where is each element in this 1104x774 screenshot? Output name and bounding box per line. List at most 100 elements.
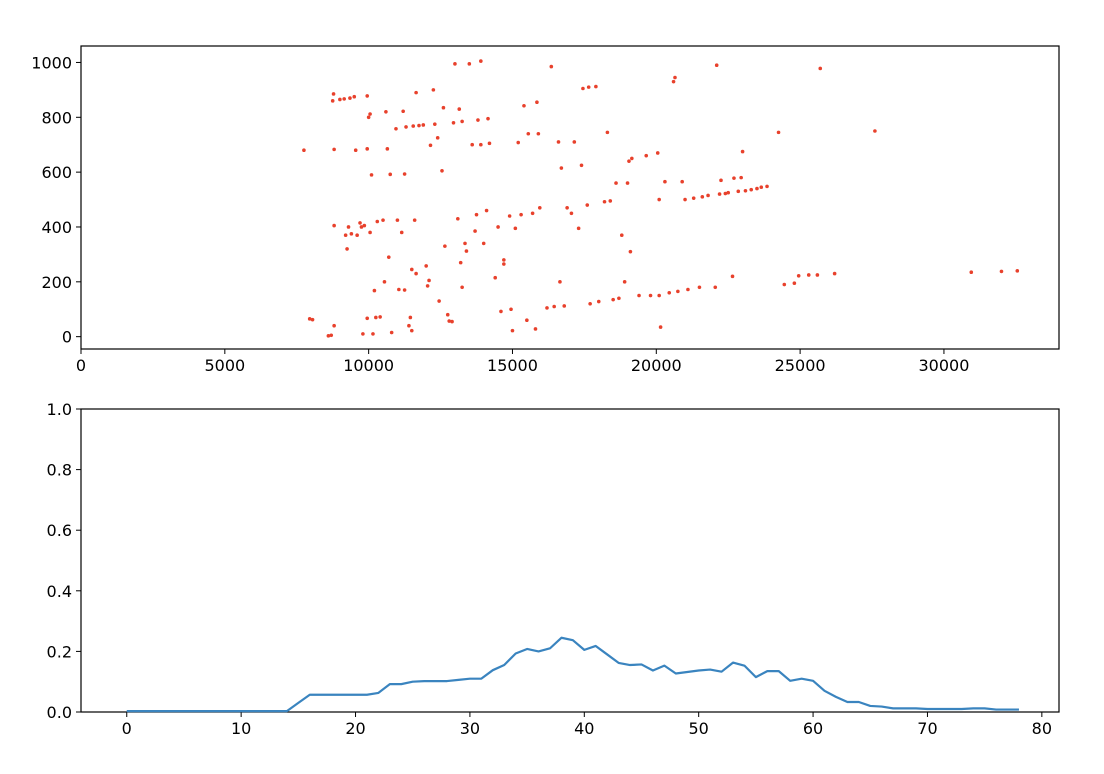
scatter-point (302, 148, 306, 152)
scatter-point (329, 333, 334, 338)
x-tick-label: 10 (231, 719, 251, 738)
scatter-point (464, 249, 469, 253)
scatter-point (365, 94, 370, 98)
scatter-point (637, 293, 641, 298)
scatter-point (458, 260, 463, 265)
scatter-point (435, 136, 440, 140)
scatter-point (617, 296, 621, 301)
scatter-point (409, 267, 414, 272)
scatter-point (366, 115, 371, 120)
scatter-point (526, 131, 531, 136)
scatter-point (412, 218, 417, 222)
scatter-point (697, 285, 702, 290)
scatter-point (537, 205, 542, 210)
scatter-point (496, 225, 500, 229)
scatter-point (397, 287, 401, 292)
scatter-point (818, 66, 823, 71)
scatter-point (522, 103, 526, 108)
scatter-point (463, 241, 467, 246)
scatter-point (667, 290, 672, 295)
scatter-point (368, 112, 372, 116)
scatter-point (648, 293, 653, 298)
scatter-point (414, 271, 418, 276)
scatter-point (375, 219, 380, 224)
scatter-point (736, 189, 741, 194)
scatter-point (385, 147, 390, 151)
scatter-plot-frame (80, 45, 1060, 350)
scatter-point (726, 190, 731, 195)
scatter-point (602, 199, 607, 204)
scatter-point (765, 184, 769, 189)
y-tick-label: 0.2 (47, 642, 72, 661)
y-tick-label: 200 (41, 273, 72, 292)
scatter-point (384, 110, 388, 114)
x-tick-label: 50 (689, 719, 709, 738)
scatter-point (657, 197, 661, 202)
scatter-point (388, 172, 393, 177)
scatter-point (686, 287, 690, 292)
x-tick-label: 0 (122, 719, 132, 738)
scatter-point (394, 127, 398, 131)
x-tick-label: 10000 (343, 356, 394, 375)
scatter-point (369, 173, 374, 177)
scatter-point (457, 107, 462, 111)
scatter-point (588, 301, 592, 306)
scatter-point (658, 325, 663, 329)
scatter-point (332, 223, 336, 228)
scatter-point (371, 332, 375, 336)
scatter-point (614, 181, 618, 185)
scatter-point (663, 179, 667, 184)
y-tick-label: 1.0 (47, 400, 72, 419)
scatter-point (581, 86, 585, 91)
scatter-point (378, 315, 382, 319)
scatter-point (732, 176, 736, 180)
scatter-point (510, 328, 515, 333)
scatter-point (433, 122, 437, 126)
scatter-point (476, 118, 480, 122)
scatter-point (723, 191, 728, 196)
scatter-point (399, 230, 404, 235)
y-tick-label: 0 (62, 328, 72, 347)
scatter-point (740, 149, 745, 154)
scatter-point (509, 307, 513, 312)
scatter-point (332, 147, 336, 152)
x-tick-label: 20 (345, 719, 365, 738)
scatter-point (382, 280, 387, 284)
scatter-point (691, 196, 696, 200)
scatter-point (739, 175, 743, 180)
scatter-point (730, 274, 735, 279)
line-series (126, 636, 1019, 713)
scatter-point (700, 195, 705, 199)
scatter-point (365, 316, 370, 321)
scatter-point (625, 181, 630, 185)
y-tick-label: 0.8 (47, 461, 72, 480)
scatter-point (401, 109, 405, 114)
scatter-point (507, 214, 512, 218)
scatter-point (310, 317, 315, 322)
scatter-point (428, 143, 433, 148)
scatter-point (368, 230, 372, 235)
scatter-point (445, 312, 450, 317)
scatter-point (549, 64, 554, 69)
scatter-point (349, 232, 354, 236)
scatter-point (596, 299, 601, 304)
x-tick-label: 15000 (487, 356, 538, 375)
x-tick-label: 25000 (775, 356, 826, 375)
x-tick-label: 30000 (918, 356, 969, 375)
scatter-point (332, 323, 336, 328)
scatter-point (395, 218, 400, 222)
scatter-point (358, 221, 362, 225)
scatter-point (585, 203, 590, 207)
scatter-point (441, 105, 446, 110)
scatter-point (655, 151, 660, 155)
scatter-point (815, 273, 820, 277)
scatter-point (792, 281, 797, 285)
y-tick-label: 800 (41, 108, 72, 127)
scatter-point (776, 130, 781, 135)
scatter-point (999, 269, 1004, 274)
scatter-point (440, 168, 444, 173)
scatter-point (622, 280, 627, 284)
scatter-point (755, 186, 759, 191)
scatter-point (374, 315, 378, 320)
